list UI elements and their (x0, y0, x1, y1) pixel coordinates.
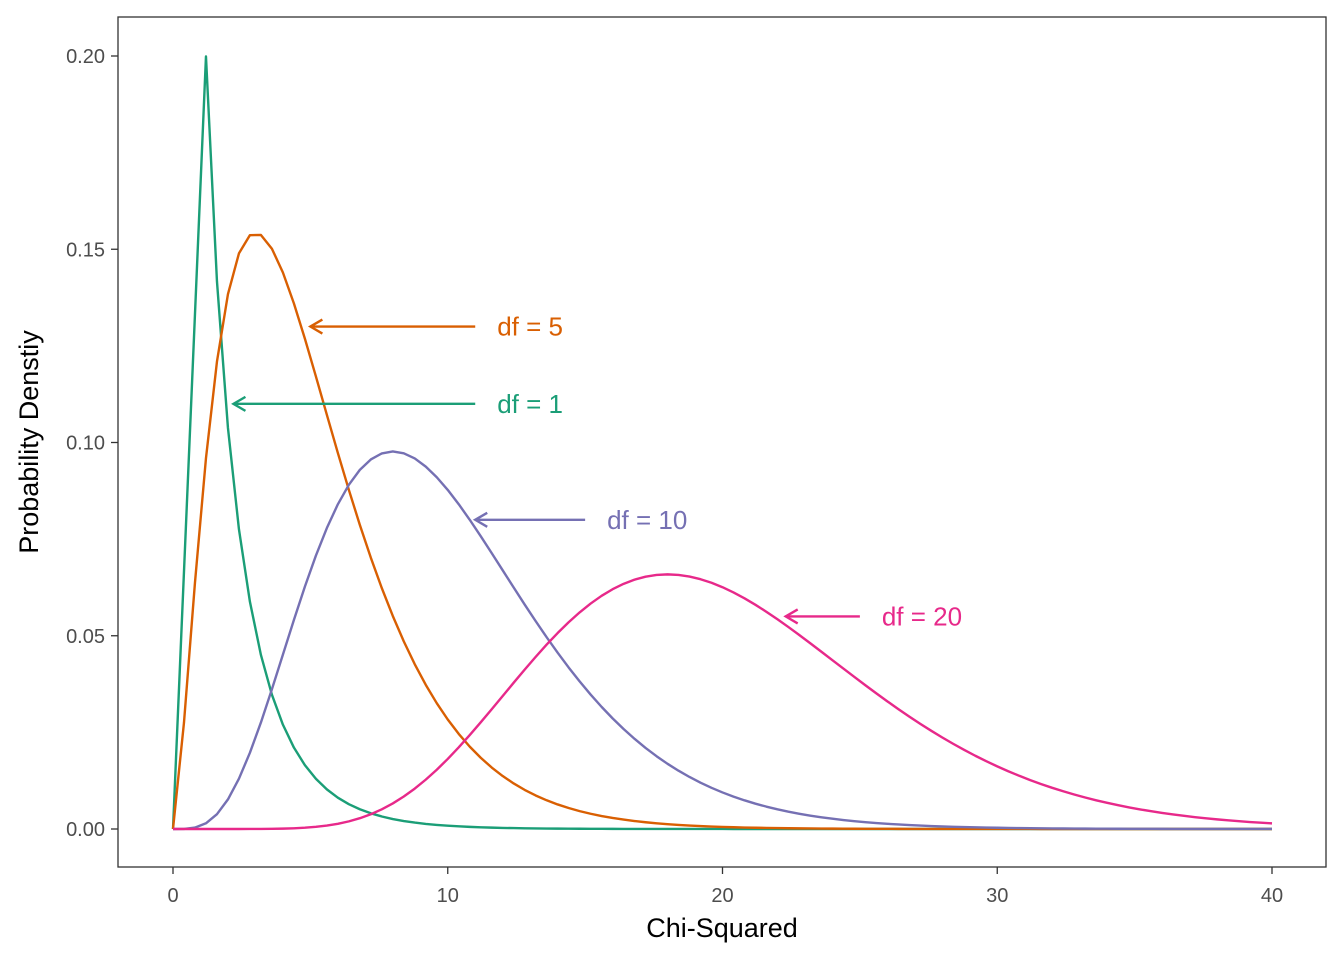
annotation-label: df = 5 (497, 312, 563, 342)
series-line-df-20 (173, 573, 1273, 831)
annotation-arrow-head (472, 511, 488, 528)
annotation-label: df = 1 (497, 389, 563, 419)
y-axis: 0.00 0.05 0.10 0.15 0.20 (66, 46, 118, 841)
annotation-arrow-head (783, 608, 799, 625)
x-tick-label: 40 (1261, 885, 1283, 907)
annotation-label: df = 10 (607, 505, 687, 535)
annotations: df = 5 df = 1 df = 10 df = 20 (231, 312, 962, 631)
x-tick-label: 0 (167, 885, 178, 907)
x-axis: 0 10 20 30 40 (167, 867, 1283, 907)
series-lines (171, 55, 1273, 831)
y-tick-label: 0.00 (66, 819, 105, 841)
x-tick-label: 20 (711, 885, 733, 907)
plot-panel (117, 16, 1327, 868)
y-tick-label: 0.20 (66, 46, 105, 68)
y-tick-label: 0.10 (66, 433, 105, 455)
y-tick-label: 0.15 (66, 239, 105, 261)
y-tick-label: 0.05 (66, 626, 105, 648)
x-tick-label: 10 (437, 885, 459, 907)
x-tick-label: 30 (986, 885, 1008, 907)
x-axis-title: Chi-Squared (646, 913, 798, 943)
series-line-df-10 (172, 450, 1272, 831)
y-axis-title: Probability Denstiy (14, 330, 44, 554)
annotation-arrow-head (307, 318, 323, 335)
annotation-label: df = 20 (882, 601, 962, 631)
annotation-arrow-head (231, 395, 247, 412)
